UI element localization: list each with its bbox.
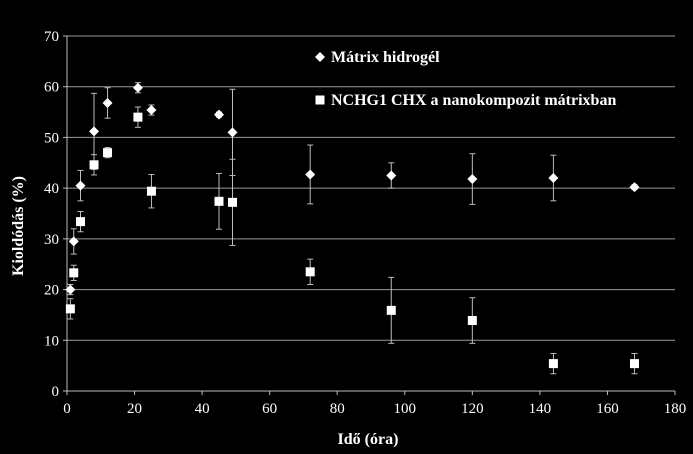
square-point [65, 304, 75, 314]
x-tick-label: 180 [664, 401, 687, 417]
diamond-point [102, 97, 113, 108]
gridlines [67, 35, 675, 341]
x-tick-label: 40 [195, 401, 210, 417]
diamond-point [548, 173, 559, 183]
diamond-point [68, 236, 79, 247]
square-point [467, 316, 477, 326]
legend-label: Mátrix hidrogél [331, 49, 440, 66]
x-tick-label: 100 [394, 401, 417, 417]
error-bars [67, 82, 638, 375]
y-tick-label: 60 [44, 80, 59, 96]
diamond-point [629, 182, 640, 193]
y-tick-label: 20 [44, 283, 59, 299]
square-point [133, 112, 143, 122]
square-point [146, 186, 156, 196]
y-tick-label: 50 [44, 130, 59, 146]
x-tick-label: 140 [529, 401, 552, 417]
diamond-point [386, 170, 397, 181]
square-point [305, 267, 315, 277]
square-point [228, 197, 238, 207]
diamond-point [305, 169, 316, 180]
square-point [214, 196, 224, 206]
y-tick-label: 70 [44, 29, 59, 45]
x-tick-label: 60 [262, 401, 277, 417]
x-tick-label: 0 [63, 401, 71, 417]
square-point [103, 148, 113, 158]
x-tick-label: 160 [596, 401, 619, 417]
diamond-point [146, 105, 157, 116]
y-tick-label: 0 [52, 384, 60, 400]
y-axis-title: Kioldódás (%) [10, 176, 27, 276]
y-tick-label: 30 [44, 232, 59, 248]
diamond-point [65, 284, 76, 295]
diamond-point [214, 109, 224, 120]
axes [63, 35, 676, 395]
diamond-point [227, 127, 238, 138]
diamond-point [89, 126, 100, 137]
x-axis-title: Idő (óra) [338, 431, 399, 448]
diamond-point [132, 82, 143, 93]
data-markers [65, 82, 640, 369]
legend-label: NCHG1 CHX a nanokompozit mátrixban [331, 92, 616, 109]
legend: Mátrix hidrogél NCHG1 CHX a nanokompozit … [315, 49, 616, 109]
square-point [76, 217, 86, 227]
y-tick-label: 40 [44, 181, 59, 197]
square-point [386, 305, 396, 315]
diamond-point [467, 174, 478, 185]
square-point [629, 359, 639, 369]
x-tick-label: 120 [461, 401, 484, 417]
diamond-point [75, 180, 86, 191]
legend-marker-square [315, 95, 325, 105]
tick-labels: 0 10 20 30 40 50 60 70 0 20 40 60 80 100 120 140 160 180 [44, 29, 686, 417]
square-point [69, 268, 79, 278]
y-tick-label: 10 [44, 333, 59, 349]
square-point [89, 160, 99, 170]
square-point [548, 359, 558, 369]
x-tick-label: 80 [330, 401, 345, 417]
legend-marker-diamond [315, 52, 325, 62]
x-tick-label: 20 [127, 401, 142, 417]
